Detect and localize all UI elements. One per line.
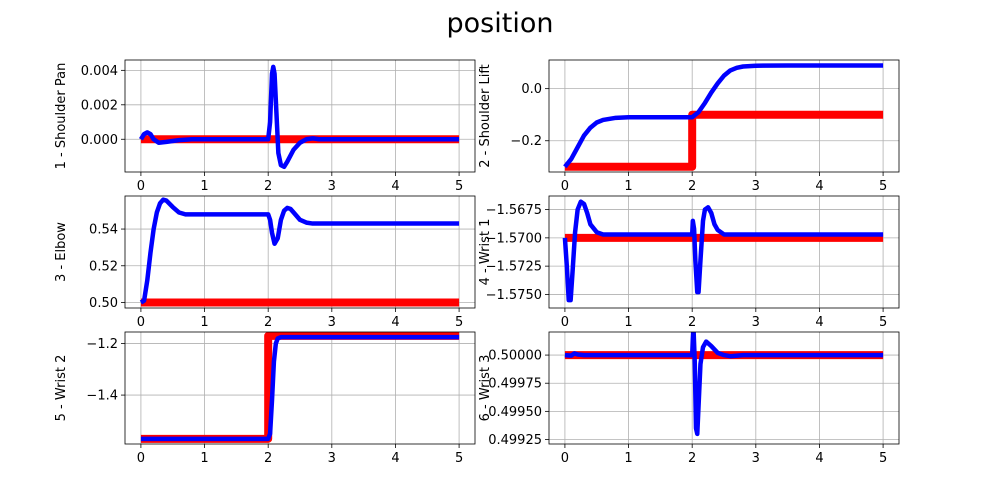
actual-line <box>563 63 884 169</box>
x-tick-label: 5 <box>879 315 887 330</box>
x-tick-label: 4 <box>391 451 399 466</box>
y-tick-label: −1.5750 <box>486 288 542 303</box>
actual-line <box>140 334 460 442</box>
x-tick-label: 5 <box>879 179 887 194</box>
y-tick-label: 0.49925 <box>488 433 542 448</box>
y-axis-label: 6 - Wrist 3 <box>478 355 493 422</box>
x-tick-label: 1 <box>200 315 208 330</box>
axes-frame <box>548 59 900 173</box>
subplot-3: 0 1 2 3 4 5 0.50 0.52 0.54 3 - Elbow <box>54 195 476 330</box>
x-tick-label: 0 <box>137 179 145 194</box>
subplot-6: 0 1 2 3 4 5 0.50000 0.49975 0.49950 0.49925 6 - Wr… <box>478 331 900 466</box>
plot-area <box>562 199 884 303</box>
y-axis-label: 1 - Shoulder Pan <box>54 63 69 170</box>
x-tick-label: 2 <box>688 315 696 330</box>
plot-area <box>563 63 884 171</box>
plot-area <box>138 64 460 170</box>
x-tick-label: 3 <box>752 315 760 330</box>
x-tick-label: 0 <box>137 451 145 466</box>
plot-area <box>564 332 884 437</box>
x-tick-label: 2 <box>264 315 272 330</box>
subplot-2: 0 1 2 3 4 5 −0.2 0.0 2 - Shoulder Lift <box>478 59 900 194</box>
actual-line <box>138 64 460 170</box>
subplot-1: 0 1 2 3 4 5 0.000 0.002 0.004 1 - Shoulder Pan <box>54 59 476 194</box>
y-tick-label: −1.5675 <box>486 203 542 218</box>
y-axis-label: 4 - Wrist 1 <box>478 219 493 286</box>
x-tick-label: 2 <box>264 179 272 194</box>
x-tick-label: 5 <box>879 451 887 466</box>
y-tick-label: 0.004 <box>81 64 118 79</box>
x-tick-label: 5 <box>455 315 463 330</box>
y-tick-label: 0.50000 <box>488 349 542 364</box>
axes-frame <box>124 59 476 173</box>
y-tick-label: −1.2 <box>86 337 118 352</box>
y-tick-label: 0.49975 <box>488 377 542 392</box>
y-tick-label: 0.0 <box>521 82 542 97</box>
y-tick-label: −1.5725 <box>486 260 542 275</box>
x-tick-label: 0 <box>561 451 569 466</box>
x-tick-label: 4 <box>815 315 823 330</box>
actual-line <box>139 197 460 305</box>
x-tick-label: 5 <box>455 179 463 194</box>
y-tick-label: 0.000 <box>81 133 118 148</box>
subplot-4: 0 1 2 3 4 5 −1.5675 −1.5700 −1.5725 −1.5750 4 - Wr… <box>478 195 900 330</box>
x-tick-label: 0 <box>561 315 569 330</box>
x-tick-label: 1 <box>200 451 208 466</box>
y-tick-label: −1.4 <box>86 389 118 404</box>
x-tick-label: 2 <box>264 451 272 466</box>
x-tick-label: 2 <box>688 179 696 194</box>
x-tick-label: 4 <box>391 315 399 330</box>
y-axis-label: 5 - Wrist 2 <box>54 355 69 422</box>
y-tick-label: −0.2 <box>510 134 542 149</box>
y-tick-label: −1.5700 <box>486 231 542 246</box>
x-tick-label: 3 <box>328 179 336 194</box>
y-axis-label: 3 - Elbow <box>54 222 69 282</box>
axes-frame <box>548 331 900 445</box>
y-axis-label: 2 - Shoulder Lift <box>478 64 493 168</box>
y-tick-label: 0.52 <box>89 259 118 274</box>
x-tick-label: 3 <box>328 315 336 330</box>
x-tick-label: 4 <box>391 179 399 194</box>
plot-area <box>139 197 460 307</box>
actual-line <box>562 199 884 303</box>
y-tick-label: 0.49950 <box>488 405 542 420</box>
y-tick-label: 0.50 <box>89 296 118 311</box>
x-tick-label: 0 <box>561 179 569 194</box>
y-tick-label: 0.002 <box>81 98 118 113</box>
x-tick-label: 3 <box>752 451 760 466</box>
actual-line <box>564 332 884 437</box>
x-tick-label: 3 <box>752 179 760 194</box>
x-tick-label: 1 <box>624 315 632 330</box>
figure-title: position <box>447 8 554 39</box>
desired-line <box>564 110 884 171</box>
x-tick-label: 2 <box>688 451 696 466</box>
x-tick-label: 1 <box>624 451 632 466</box>
axes-frame <box>548 195 900 309</box>
x-tick-label: 1 <box>200 179 208 194</box>
plot-area <box>140 332 460 443</box>
axes-frame <box>124 195 476 309</box>
x-tick-label: 5 <box>455 451 463 466</box>
subplot-5: 0 1 2 3 4 5 −1.4 −1.2 5 - Wrist 2 <box>54 331 476 466</box>
x-tick-label: 3 <box>328 451 336 466</box>
x-tick-label: 4 <box>815 179 823 194</box>
x-tick-label: 1 <box>624 179 632 194</box>
x-tick-label: 4 <box>815 451 823 466</box>
x-tick-label: 0 <box>137 315 145 330</box>
y-tick-label: 0.54 <box>89 223 118 238</box>
axes-frame <box>124 331 476 445</box>
